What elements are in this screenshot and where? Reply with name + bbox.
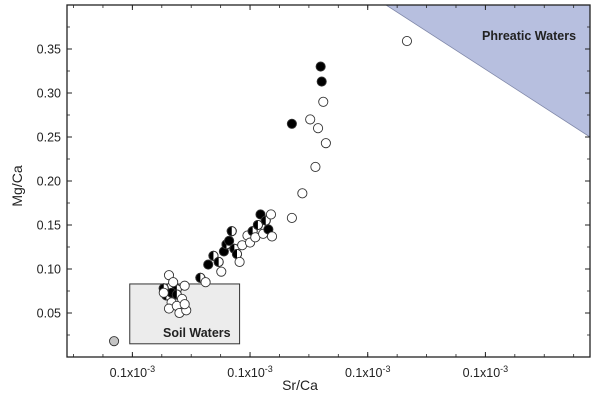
x-tick-label: 0.1x10-3 xyxy=(345,364,391,380)
data-point xyxy=(401,36,413,47)
point-half-fill xyxy=(261,216,266,226)
soil-waters-label: Soil Waters xyxy=(163,326,231,340)
data-point xyxy=(231,248,243,260)
data-point xyxy=(224,235,235,246)
point-marker xyxy=(401,36,413,47)
point-marker xyxy=(266,231,278,242)
data-point xyxy=(266,231,278,242)
point-half-fill xyxy=(214,257,219,267)
point-half-fill xyxy=(195,273,201,283)
point-marker xyxy=(179,299,190,310)
data-point xyxy=(286,212,297,224)
y-tick-label: 0.10 xyxy=(37,263,61,277)
point-marker xyxy=(179,280,190,291)
point-marker xyxy=(312,123,324,134)
point-half-fill xyxy=(208,251,214,261)
data-point xyxy=(109,336,120,347)
data-point xyxy=(203,259,214,270)
point-marker xyxy=(200,277,211,288)
data-point xyxy=(320,138,331,149)
point-marker xyxy=(316,76,327,87)
point-half-fill xyxy=(232,249,237,259)
x-tick-label: 0.1x10-3 xyxy=(110,364,156,380)
data-point xyxy=(252,219,263,231)
data-point xyxy=(310,161,321,172)
point-half-fill xyxy=(253,220,258,230)
point-marker xyxy=(315,61,326,72)
point-marker xyxy=(305,114,316,125)
data-point xyxy=(213,256,224,268)
data-point xyxy=(286,118,297,129)
data-point xyxy=(318,96,329,107)
data-point xyxy=(168,277,179,288)
point-marker xyxy=(168,277,179,288)
point-marker xyxy=(286,212,297,224)
point-half-fill xyxy=(172,289,177,300)
y-tick-label: 0.35 xyxy=(37,43,61,57)
point-marker xyxy=(203,259,214,270)
data-point xyxy=(316,76,327,87)
point-marker xyxy=(310,161,321,172)
y-tick-label: 0.15 xyxy=(37,219,61,233)
data-point xyxy=(226,226,237,237)
y-tick-label: 0.05 xyxy=(37,307,61,321)
y-tick-label: 0.20 xyxy=(37,175,61,189)
point-marker xyxy=(320,138,331,149)
y-axis-label: Mg/Ca xyxy=(9,165,25,206)
point-marker xyxy=(109,336,120,347)
point-outline xyxy=(226,226,237,237)
data-point xyxy=(179,280,190,291)
phreatic-waters-label: Phreatic Waters xyxy=(482,29,576,43)
data-point xyxy=(158,287,169,298)
data-point xyxy=(265,209,277,220)
data-point xyxy=(200,277,211,288)
y-tick-label: 0.30 xyxy=(37,87,61,101)
point-marker xyxy=(297,188,308,199)
data-point xyxy=(234,256,245,268)
data-point xyxy=(315,61,326,72)
point-outline xyxy=(208,250,219,261)
point-half-fill xyxy=(227,226,232,236)
x-tick-label: 0.1x10-3 xyxy=(463,364,509,380)
data-point xyxy=(297,188,308,199)
point-half-fill xyxy=(248,226,253,236)
point-marker xyxy=(216,266,227,277)
data-point xyxy=(216,266,227,277)
y-tick-label: 0.25 xyxy=(37,131,61,145)
point-marker xyxy=(286,118,297,129)
point-outline xyxy=(252,219,263,231)
point-marker xyxy=(158,287,169,298)
point-marker xyxy=(224,235,235,246)
data-point xyxy=(312,123,324,134)
point-marker xyxy=(265,209,277,220)
data-point xyxy=(260,215,271,226)
point-marker xyxy=(318,96,329,107)
point-outline xyxy=(213,256,224,268)
data-point xyxy=(305,114,316,125)
phreatic-waters-region xyxy=(385,5,590,138)
data-point xyxy=(179,299,190,310)
x-axis-label: Sr/Ca xyxy=(282,377,318,393)
point-marker xyxy=(234,256,245,268)
x-tick-label: 0.1x10-3 xyxy=(227,364,273,380)
